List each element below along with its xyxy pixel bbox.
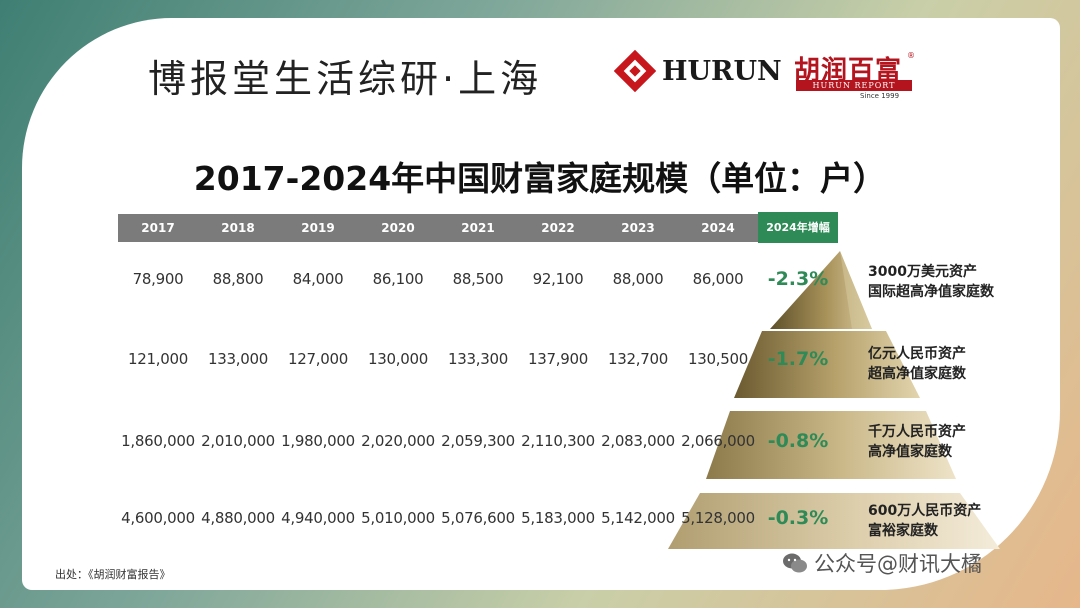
table-cell: 2,020,000 [361,432,435,450]
tier-label: 亿元人民币资产 超高净值家庭数 [868,344,966,384]
table-cell: 130,000 [368,350,428,368]
table-cell: 1,980,000 [281,432,355,450]
tier-label-line: 高净值家庭数 [868,444,952,460]
table-cell: 133,000 [208,350,268,368]
table-cell: 2,059,300 [441,432,515,450]
year-header-6: 2023 [621,221,655,235]
pyramid-tier-3 [706,411,956,479]
hurun-report-en-bar: HURUN REPORT [796,80,912,91]
registered-mark: ® [907,51,915,60]
table-cell: 5,076,600 [441,509,515,527]
table-cell: 84,000 [292,270,344,288]
table-cell: 5,183,000 [521,509,595,527]
table-cell: 4,880,000 [201,509,275,527]
table-cell: 4,940,000 [281,509,355,527]
table-cell: 130,500 [688,350,748,368]
chart-title: 2017-2024年中国财富家庭规模（单位：户） [193,159,887,198]
wechat-icon [783,553,807,573]
table-cell: 133,300 [448,350,508,368]
year-header-7: 2024 [701,221,735,235]
year-header-2: 2019 [301,221,335,235]
wealth-pyramid [668,251,1000,549]
table-cell: 127,000 [288,350,348,368]
table-header-bar [118,214,758,242]
growth-column-header: 2024年增幅 [758,212,838,243]
year-header-3: 2020 [381,221,415,235]
watermark-text: 公众号@财讯大橘 [814,552,982,576]
pyramid-tier-4 [668,493,1000,549]
growth-value: -0.8% [767,430,829,452]
table-cell: 5,142,000 [601,509,675,527]
table-cell: 86,100 [372,270,424,288]
tier-label-line: 国际超高净值家庭数 [868,284,994,300]
tier-label: 3000万美元资产国际超高净值家庭数 [868,262,994,302]
table-cell: 2,066,000 [681,432,755,450]
table-cell: 2,010,000 [201,432,275,450]
table-cell: 88,500 [452,270,504,288]
table-cell: 137,900 [528,350,588,368]
table-cell: 132,700 [608,350,668,368]
table-cell: 4,600,000 [121,509,195,527]
table-cell: 2,083,000 [601,432,675,450]
growth-value: -0.3% [767,507,829,529]
watermark: 公众号@财讯大橘 [782,548,982,578]
year-header-1: 2018 [221,221,255,235]
pyramid-tier-2 [734,331,920,398]
hurun-wordmark: HURUN [662,56,782,87]
table-cell: 5,128,000 [681,509,755,527]
table-cell: 88,000 [612,270,664,288]
table-cell: 2,110,300 [521,432,595,450]
table-cell: 5,010,000 [361,509,435,527]
brand-title-cn: 博报堂生活综研·上海 [148,57,543,101]
hurun-since: Since 1999 [860,92,900,100]
tier-label-line: 3000万美元资产 [868,264,977,280]
growth-value: -2.3% [767,268,829,290]
tier-label: 600万人民币资产 富裕家庭数 [868,501,981,541]
year-header-4: 2021 [461,221,495,235]
table-cell: 1,860,000 [121,432,195,450]
tier-label-line: 亿元人民币资产 [868,346,966,362]
table-cell: 121,000 [128,350,188,368]
year-header-5: 2022 [541,221,575,235]
tier-label-line: 600万人民币资产 [868,503,982,519]
year-header-0: 2017 [141,221,175,235]
hurun-logo-icon [614,50,656,92]
table-cell: 86,000 [692,270,744,288]
source-note: 出处：《胡润财富报告》 [55,568,171,581]
growth-value: -1.7% [767,348,829,370]
tier-label: 千万人民币资产 高净值家庭数 [868,422,966,462]
tier-label-line: 千万人民币资产 [868,424,966,440]
table-cell: 78,900 [132,270,184,288]
table-cell: 92,100 [532,270,584,288]
tier-label-line: 富裕家庭数 [868,523,938,539]
table-cell: 88,800 [212,270,264,288]
tier-label-line: 超高净值家庭数 [868,366,966,382]
